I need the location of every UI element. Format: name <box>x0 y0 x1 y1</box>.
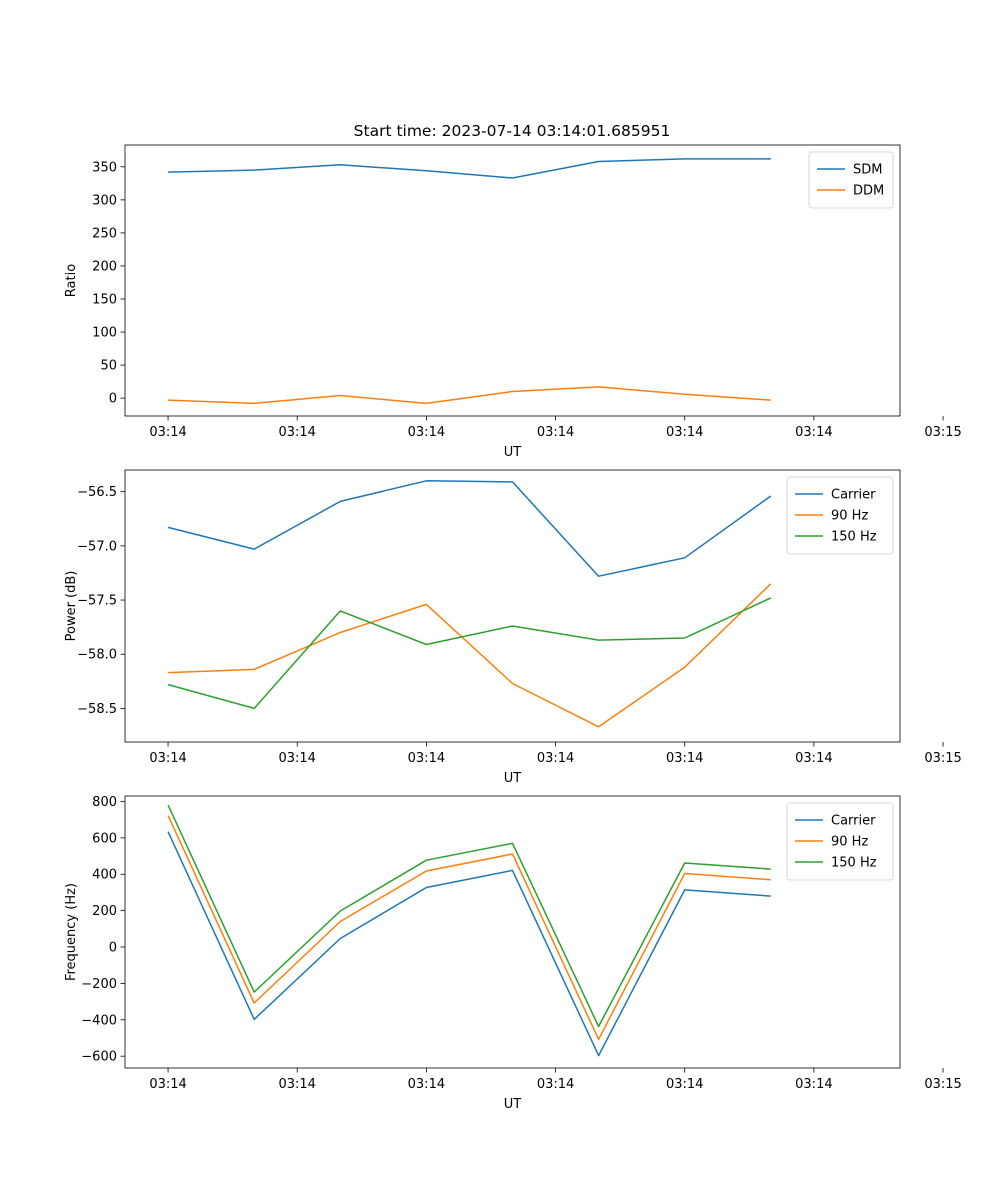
legend-label: 90 Hz <box>831 509 868 524</box>
y-axis-label: Power (dB) <box>64 571 79 642</box>
y-tick-label: 150 <box>92 293 117 308</box>
y-tick-label: −57.0 <box>77 539 117 554</box>
legend-label: 150 Hz <box>831 856 877 871</box>
x-tick-label: 03:14 <box>795 1077 832 1092</box>
y-tick-label: −400 <box>81 1013 117 1028</box>
x-tick-label: 03:14 <box>278 751 315 766</box>
y-tick-label: 0 <box>109 392 117 407</box>
y-tick-label: 600 <box>92 831 117 846</box>
series-line-150-hz <box>168 805 771 1026</box>
x-tick-label: 03:14 <box>408 751 445 766</box>
legend-label: Carrier <box>831 814 876 829</box>
y-tick-label: 300 <box>92 193 117 208</box>
series-line-90-hz <box>168 584 771 727</box>
x-tick-label: 03:14 <box>278 1077 315 1092</box>
y-tick-label: −58.0 <box>77 648 117 663</box>
subplot-2: 03:14 03:14 03:14 03:14 03:14 03:14 03:15 −58.5… <box>64 470 962 786</box>
legend: Carrier 90 Hz 150 Hz <box>787 477 893 554</box>
legend-label: 150 Hz <box>831 530 877 545</box>
x-axis-label: UT <box>504 771 522 786</box>
axes-frame <box>125 145 900 416</box>
y-tick-label: 400 <box>92 868 117 883</box>
series-line-carrier <box>168 481 771 576</box>
axes-frame <box>125 796 900 1068</box>
y-tick-label: 250 <box>92 226 117 241</box>
legend: Carrier 90 Hz 150 Hz <box>787 803 893 880</box>
x-tick-label: 03:14 <box>666 751 703 766</box>
legend-label: DDM <box>853 184 884 199</box>
y-tick-label: 350 <box>92 160 117 175</box>
legend-label: Carrier <box>831 488 876 503</box>
y-tick-label: 200 <box>92 904 117 919</box>
x-tick-label: 03:14 <box>666 425 703 440</box>
y-tick-label: 200 <box>92 259 117 274</box>
x-tick-label: 03:14 <box>149 1077 186 1092</box>
y-axis-label: Frequency (Hz) <box>64 883 79 981</box>
x-tick-label: 03:14 <box>408 1077 445 1092</box>
x-axis-label: UT <box>504 1097 522 1112</box>
x-tick-label: 03:15 <box>924 1077 961 1092</box>
series-line-150-hz <box>168 598 771 709</box>
x-tick-label: 03:14 <box>149 751 186 766</box>
axes-frame <box>125 470 900 742</box>
x-tick-label: 03:15 <box>924 425 961 440</box>
x-tick-label: 03:14 <box>537 425 574 440</box>
x-tick-label: 03:14 <box>666 1077 703 1092</box>
y-axis-label: Ratio <box>64 264 79 297</box>
x-tick-label: 03:14 <box>537 1077 574 1092</box>
y-tick-label: 50 <box>100 359 117 374</box>
x-tick-label: 03:15 <box>924 751 961 766</box>
series-line-carrier <box>168 832 771 1056</box>
y-tick-label: −57.5 <box>77 594 117 609</box>
x-tick-label: 03:14 <box>537 751 574 766</box>
legend-box <box>809 152 893 208</box>
x-tick-label: 03:14 <box>278 425 315 440</box>
y-tick-label: −56.5 <box>77 485 117 500</box>
series-line-90-hz <box>168 816 771 1040</box>
y-tick-label: −200 <box>81 977 117 992</box>
chart-title: Start time: 2023-07-14 03:14:01.685951 <box>354 122 671 140</box>
x-tick-label: 03:14 <box>408 425 445 440</box>
x-axis-label: UT <box>504 445 522 460</box>
legend: SDM DDM <box>809 152 893 208</box>
legend-label: 90 Hz <box>831 835 868 850</box>
y-tick-label: 800 <box>92 795 117 810</box>
x-tick-label: 03:14 <box>795 425 832 440</box>
series-line-ddm <box>168 387 771 404</box>
y-tick-label: 0 <box>109 941 117 956</box>
legend-label: SDM <box>853 163 882 178</box>
series-line-sdm <box>168 159 771 178</box>
subplot-3: 03:14 03:14 03:14 03:14 03:14 03:14 03:15 −600 −… <box>64 795 962 1112</box>
y-tick-label: −600 <box>81 1050 117 1065</box>
x-tick-label: 03:14 <box>149 425 186 440</box>
y-tick-label: 100 <box>92 326 117 341</box>
subplot-1: 03:14 03:14 03:14 03:14 03:14 03:14 03:15 0 50 10… <box>64 145 962 460</box>
y-tick-label: −58.5 <box>77 702 117 717</box>
figure: Start time: 2023-07-14 03:14:01.685951 0… <box>0 0 1000 1200</box>
x-tick-label: 03:14 <box>795 751 832 766</box>
